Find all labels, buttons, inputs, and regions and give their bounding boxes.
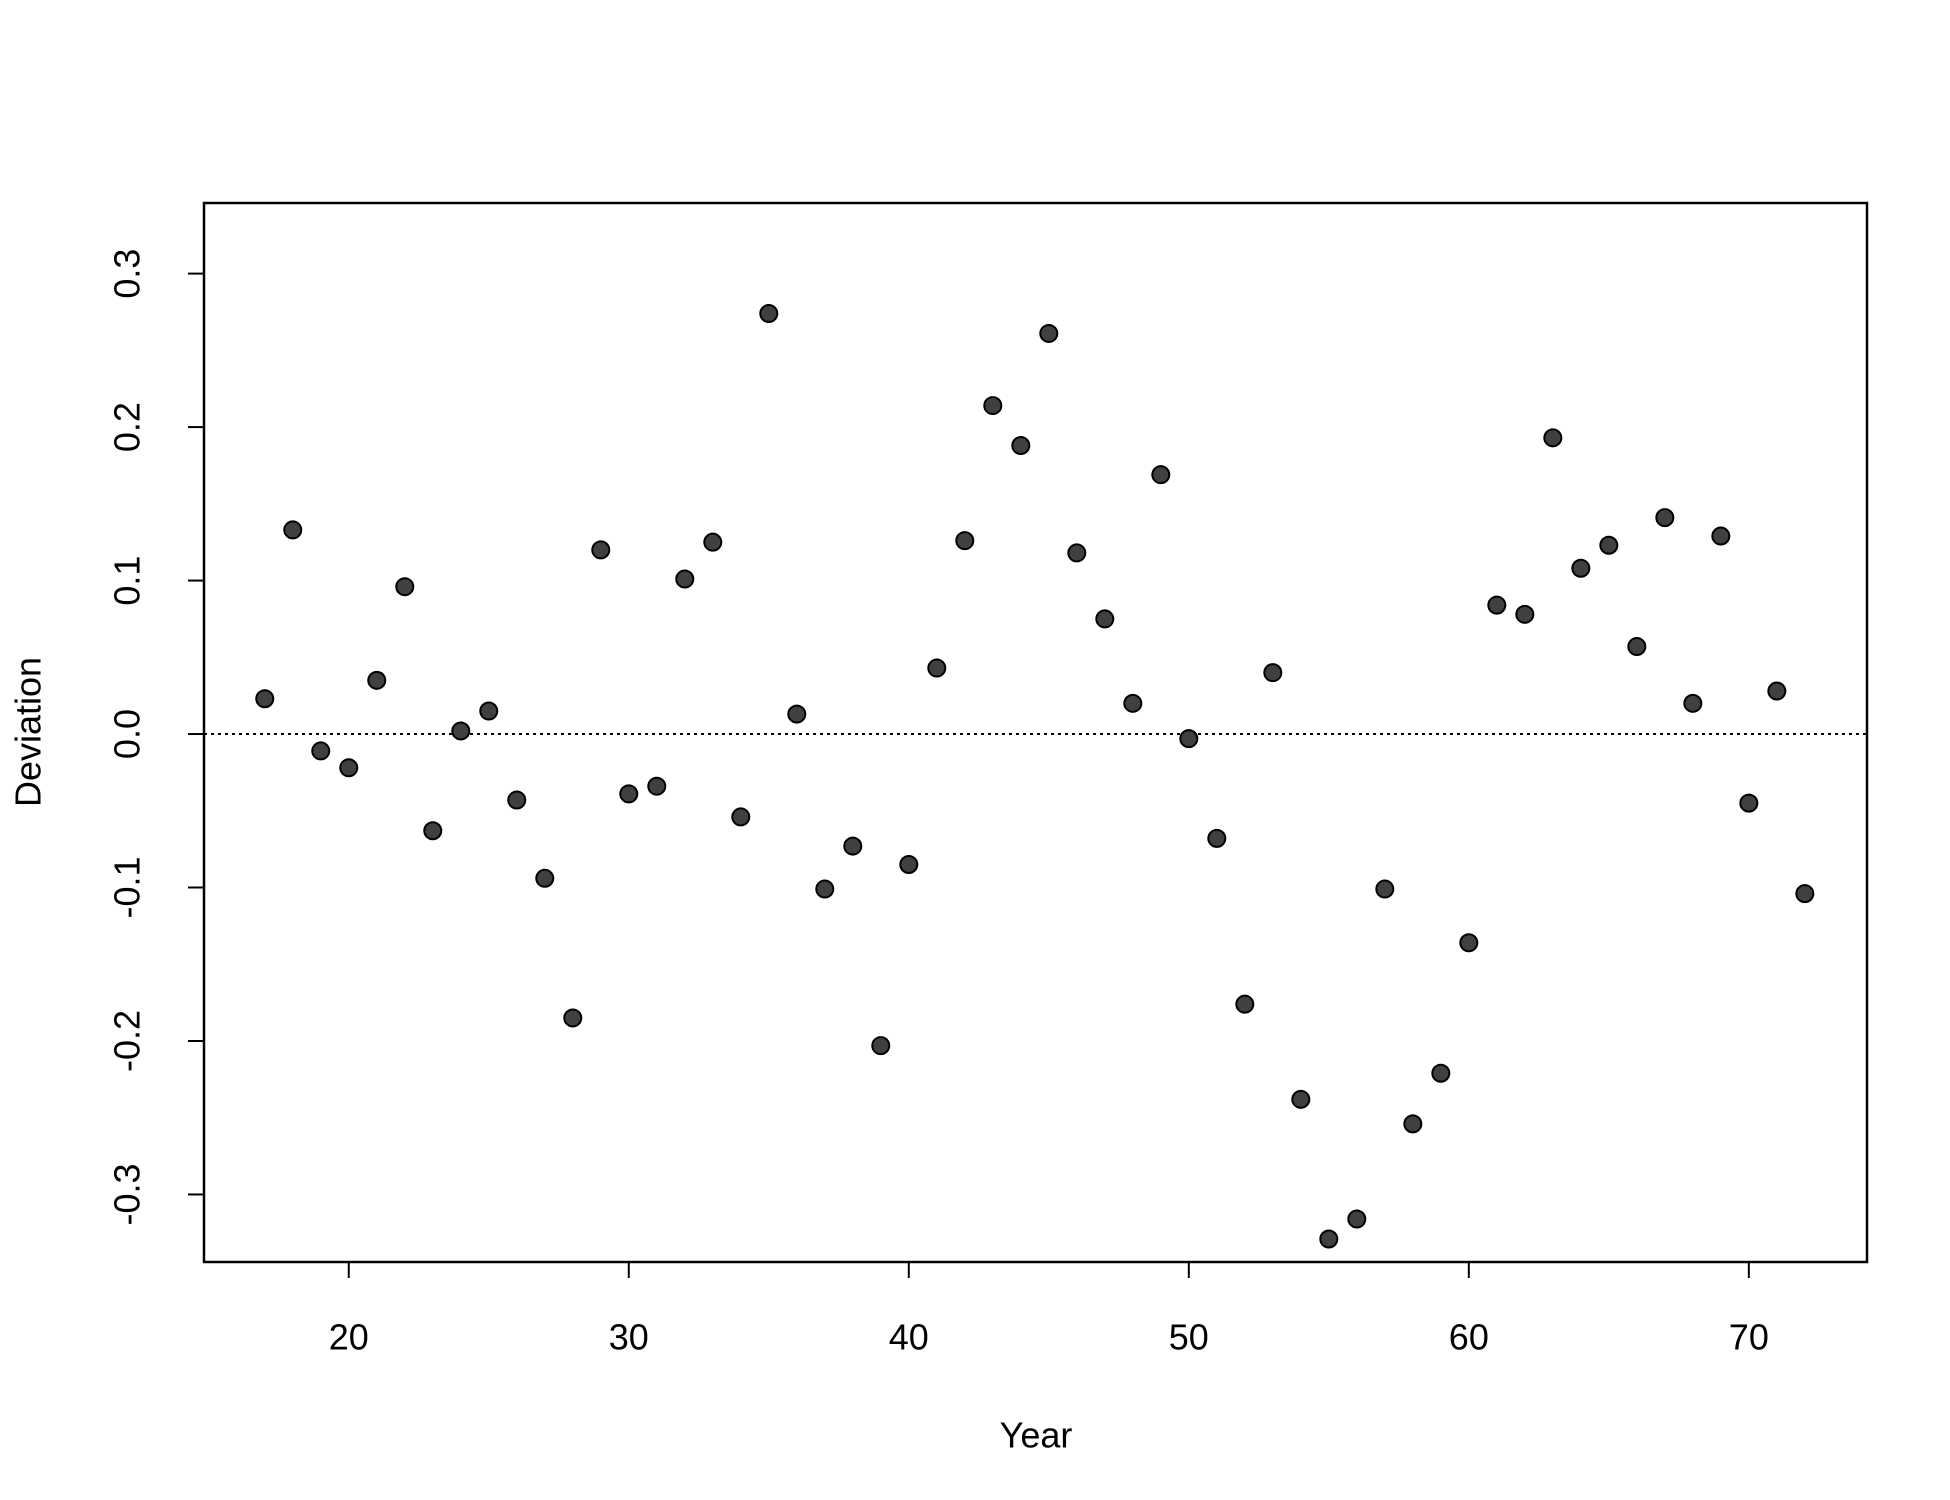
y-tick-label: 0.2 [107,402,148,452]
point [367,670,387,690]
y-tick-label: -0.3 [107,1163,148,1225]
y-tick-label: 0.0 [107,709,148,759]
point [479,701,499,721]
point [759,304,779,324]
point [843,836,863,856]
point [1039,323,1059,343]
point [591,540,611,560]
point [675,569,695,589]
y-axis-label: Deviation [8,657,49,807]
point [647,776,667,796]
point [731,807,751,827]
point [1459,933,1479,953]
point [1011,435,1031,455]
point [1739,793,1759,813]
point [1151,465,1171,485]
point [983,396,1003,416]
point [619,784,639,804]
point [507,790,527,810]
y-tick-label: 0.1 [107,556,148,606]
point [1655,508,1675,528]
point [311,741,331,761]
x-tick-label: 30 [609,1317,649,1358]
point [1179,729,1199,749]
point [1487,595,1507,615]
plot-frame [202,201,1869,1264]
point [703,532,723,552]
y-tick-label: -0.1 [107,856,148,918]
point [955,531,975,551]
point [927,658,947,678]
point [787,704,807,724]
x-tick-label: 40 [889,1317,929,1358]
x-axis-label: Year [1000,1415,1073,1456]
point [1683,693,1703,713]
point [1375,879,1395,899]
point [1291,1089,1311,1109]
point [1627,637,1647,657]
point [1599,535,1619,555]
point [1207,828,1227,848]
point [1795,884,1815,904]
point [563,1008,583,1028]
x-tick-label: 50 [1169,1317,1209,1358]
point [1403,1114,1423,1134]
point [1767,681,1787,701]
point [1067,543,1087,563]
point [871,1036,891,1056]
point [395,577,415,597]
point [451,721,471,741]
y-tick-label: -0.2 [107,1010,148,1072]
x-tick-label: 60 [1449,1317,1489,1358]
point [1095,609,1115,629]
point [1319,1229,1339,1249]
point [1515,604,1535,624]
point [899,854,919,874]
point [255,689,275,709]
point [423,821,443,841]
point [1431,1063,1451,1083]
point [1571,558,1591,578]
x-tick-label: 20 [329,1317,369,1358]
point [1543,428,1563,448]
point [1711,526,1731,546]
point [339,758,359,778]
point [1235,994,1255,1014]
point [1123,693,1143,713]
y-tick-label: 0.3 [107,249,148,299]
point [1347,1209,1367,1229]
x-tick-label: 70 [1729,1317,1769,1358]
point [283,520,303,540]
point [815,879,835,899]
point [1263,663,1283,683]
point [535,868,555,888]
